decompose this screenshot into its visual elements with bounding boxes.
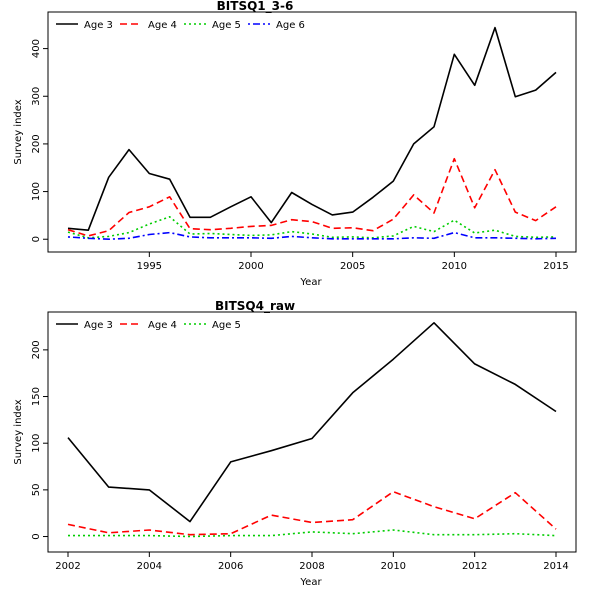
- series-line-age-3: [67, 26, 557, 231]
- x-tick-label: 2006: [218, 561, 243, 572]
- x-tick-label: 2008: [299, 561, 324, 572]
- chart-panel-1: BITSQ1_3-6 1995 2000 2005 2010 2015 0 100 200 300…: [13, 0, 577, 288]
- y-tick-label: 400: [31, 39, 42, 58]
- y-tick-label: 150: [31, 387, 42, 406]
- x-tick-label: 2014: [543, 561, 568, 572]
- x-tick-label: 2010: [381, 561, 406, 572]
- y-tick-label: 100: [31, 182, 42, 201]
- y-tick-label: 0: [31, 236, 42, 242]
- legend-label: Age 4: [148, 20, 177, 31]
- y-tick-label: 100: [31, 434, 42, 453]
- chart-title: BITSQ1_3-6: [217, 0, 294, 14]
- chart-title: BITSQ4_raw: [215, 299, 295, 314]
- series-line-age-3: [67, 321, 557, 523]
- x-tick-label: 2010: [442, 261, 467, 272]
- legend: Age 3 Age 4 Age 5 Age 6: [56, 20, 305, 31]
- legend-label: Age 5: [212, 20, 241, 31]
- y-tick-label: 50: [31, 483, 42, 496]
- y-tick-label: 200: [31, 134, 42, 153]
- plot-frame: [47, 11, 577, 253]
- x-tick-label: 1995: [137, 261, 162, 272]
- x-tick-label: 2002: [55, 561, 80, 572]
- series-line-age-5: [68, 529, 557, 538]
- x-axis-label: Year: [299, 577, 322, 588]
- y-axis-label: Survey index: [13, 399, 24, 464]
- legend-label: Age 3: [84, 320, 113, 331]
- series-line-age-5: [67, 216, 557, 239]
- plot-frame: [47, 311, 577, 553]
- series-line-age-4: [67, 157, 557, 237]
- y-tick-label: 300: [31, 87, 42, 106]
- y-tick-label: 200: [31, 340, 42, 359]
- legend: Age 3 Age 4 Age 5: [56, 320, 241, 331]
- x-tick-label: 2012: [462, 561, 487, 572]
- x-axis-label: Year: [299, 277, 322, 288]
- series-line-age-6: [67, 231, 557, 240]
- x-tick-label: 2004: [137, 561, 162, 572]
- x-tick-label: 2000: [238, 261, 263, 272]
- y-tick-label: 0: [31, 533, 42, 539]
- y-axis-label: Survey index: [13, 99, 24, 164]
- x-tick-label: 2015: [543, 261, 568, 272]
- legend-label: Age 3: [84, 20, 113, 31]
- legend-label: Age 6: [276, 20, 305, 31]
- legend-label: Age 4: [148, 320, 177, 331]
- x-tick-label: 2005: [340, 261, 365, 272]
- legend-label: Age 5: [212, 320, 241, 331]
- series-line-age-4: [67, 490, 557, 536]
- chart-panel-2: BITSQ4_raw 2002 2004 2006 2008 2010 2012 2014 0 5…: [13, 299, 577, 588]
